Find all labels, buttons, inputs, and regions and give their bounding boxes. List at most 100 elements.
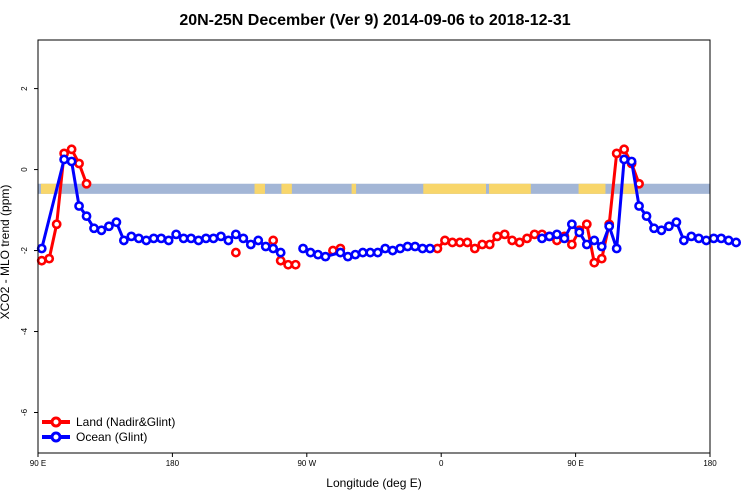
- y-tick-label: -4: [20, 327, 29, 335]
- data-point: [499, 229, 510, 240]
- y-tick-label: 0: [20, 167, 29, 172]
- data-point: [731, 237, 742, 248]
- data-point: [230, 247, 241, 258]
- land-mask-segment: [423, 183, 486, 194]
- data-point: [656, 225, 667, 236]
- data-point: [589, 235, 600, 246]
- data-point: [51, 219, 62, 230]
- data-point: [111, 217, 122, 228]
- data-point: [723, 235, 734, 246]
- data-point: [634, 201, 644, 211]
- data-point: [522, 233, 532, 244]
- data-point: [193, 235, 204, 246]
- data-point: [156, 233, 167, 244]
- land-mask-segment: [488, 183, 531, 194]
- data-point: [410, 241, 420, 252]
- data-point: [402, 241, 413, 252]
- data-point: [619, 154, 630, 165]
- plot-frame: [37, 39, 711, 454]
- data-point: [492, 231, 503, 242]
- data-point: [163, 235, 174, 246]
- data-point: [96, 225, 107, 236]
- data-point: [559, 233, 570, 244]
- data-point: [290, 259, 301, 270]
- data-point: [664, 221, 674, 232]
- data-point: [641, 211, 652, 222]
- data-point: [649, 223, 659, 234]
- data-point: [581, 239, 592, 250]
- data-point: [342, 251, 353, 262]
- data-point: [36, 255, 47, 266]
- data-point: [66, 156, 77, 167]
- land-band: [38, 183, 710, 194]
- data-point: [223, 235, 234, 246]
- data-point: [611, 243, 622, 254]
- land-mask-segment: [578, 183, 606, 194]
- data-point: [126, 231, 137, 242]
- data-point: [716, 233, 727, 244]
- land-mask-segment: [40, 183, 56, 194]
- data-point: [589, 257, 600, 268]
- data-point: [447, 237, 458, 248]
- data-point: [596, 253, 607, 264]
- data-point: [81, 211, 92, 222]
- data-point: [380, 243, 391, 254]
- data-point: [298, 243, 308, 254]
- data-point: [440, 235, 450, 246]
- data-point: [529, 229, 540, 240]
- data-point: [708, 233, 719, 244]
- data-point: [104, 221, 114, 232]
- data-point: [693, 233, 704, 244]
- land-mask-segment: [351, 183, 357, 194]
- data-point: [186, 233, 196, 244]
- data-point: [417, 243, 428, 254]
- data-point: [537, 233, 547, 244]
- data-point: [216, 231, 226, 242]
- data-point: [372, 247, 383, 258]
- data-point: [253, 235, 264, 246]
- data-point: [574, 227, 585, 238]
- data-point: [507, 235, 518, 246]
- data-point: [335, 247, 346, 258]
- data-point: [74, 158, 84, 169]
- data-point: [268, 243, 279, 254]
- data-point: [686, 231, 697, 242]
- data-point: [432, 243, 443, 254]
- data-point: [611, 148, 622, 159]
- data-point: [171, 229, 182, 240]
- land-mask-segment: [623, 183, 639, 194]
- data-point: [596, 241, 607, 252]
- data-point: [462, 237, 473, 248]
- data-point: [238, 233, 249, 244]
- data-point: [365, 247, 376, 258]
- data-point: [178, 233, 189, 244]
- data-point: [619, 144, 630, 155]
- data-point: [514, 237, 525, 248]
- data-point: [701, 235, 712, 246]
- data-point: [260, 241, 271, 252]
- data-point: [425, 243, 435, 254]
- x-tick-label: 90 E: [567, 459, 583, 468]
- data-point: [59, 154, 70, 165]
- data-point: [484, 239, 495, 250]
- data-point: [320, 251, 331, 262]
- data-point: [275, 255, 286, 266]
- series-ocean: [36, 154, 742, 262]
- data-point: [268, 235, 279, 246]
- legend-ocean-marker: [50, 431, 62, 443]
- y-tick-label: -2: [20, 246, 29, 254]
- data-point: [148, 233, 159, 244]
- legend: Land (Nadir&Glint) Ocean (Glint): [42, 415, 175, 444]
- data-point: [350, 249, 361, 260]
- data-point: [544, 231, 555, 242]
- data-point: [678, 235, 689, 246]
- data-point: [36, 243, 47, 254]
- data-point: [118, 235, 129, 246]
- data-point: [671, 217, 682, 228]
- x-tick-label: 90 E: [30, 459, 46, 468]
- data-point: [313, 249, 323, 260]
- land-mask-segment: [281, 183, 292, 194]
- data-point: [552, 229, 562, 240]
- legend-ocean-label: Ocean (Glint): [76, 430, 147, 444]
- ocean-band: [38, 183, 710, 194]
